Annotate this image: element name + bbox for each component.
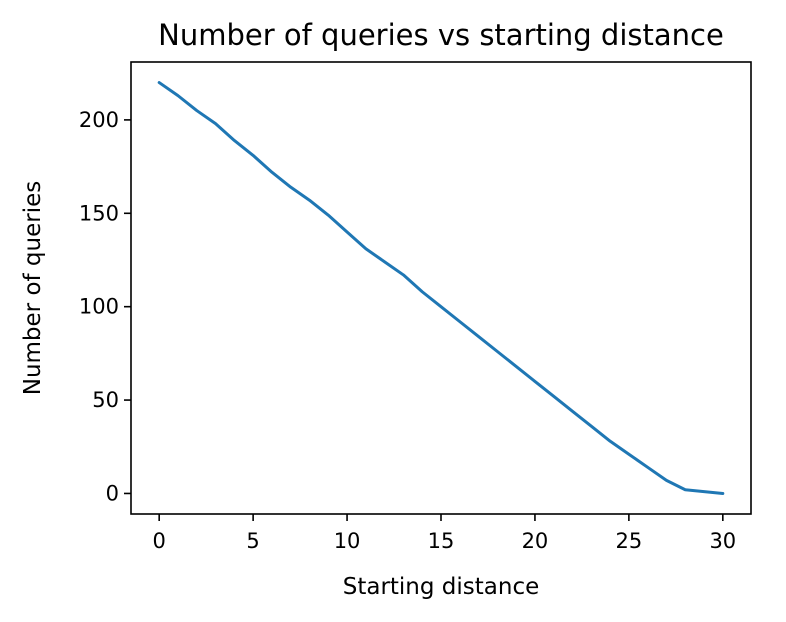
chart-title: Number of queries vs starting distance <box>158 18 724 52</box>
x-tick-label: 0 <box>152 529 165 553</box>
y-axis-label: Number of queries <box>20 181 46 396</box>
y-tick-label: 150 <box>79 201 119 225</box>
y-tick-label: 0 <box>106 481 119 505</box>
x-tick-label: 25 <box>616 529 643 553</box>
series-line <box>157 81 725 495</box>
x-tick-label: 30 <box>709 529 736 553</box>
x-tick-label: 20 <box>522 529 549 553</box>
axis-ticks: 0 5 10 15 20 25 30 0 50 100 150 200 <box>79 108 736 553</box>
y-tick-label: 100 <box>79 295 119 319</box>
x-tick-label: 5 <box>246 529 259 553</box>
y-tick-label: 200 <box>79 108 119 132</box>
x-axis-label: Starting distance <box>343 574 540 600</box>
y-tick-label: 50 <box>92 388 119 412</box>
axes-frame <box>130 61 752 515</box>
x-tick-label: 10 <box>334 529 361 553</box>
x-tick-label: 15 <box>428 529 455 553</box>
